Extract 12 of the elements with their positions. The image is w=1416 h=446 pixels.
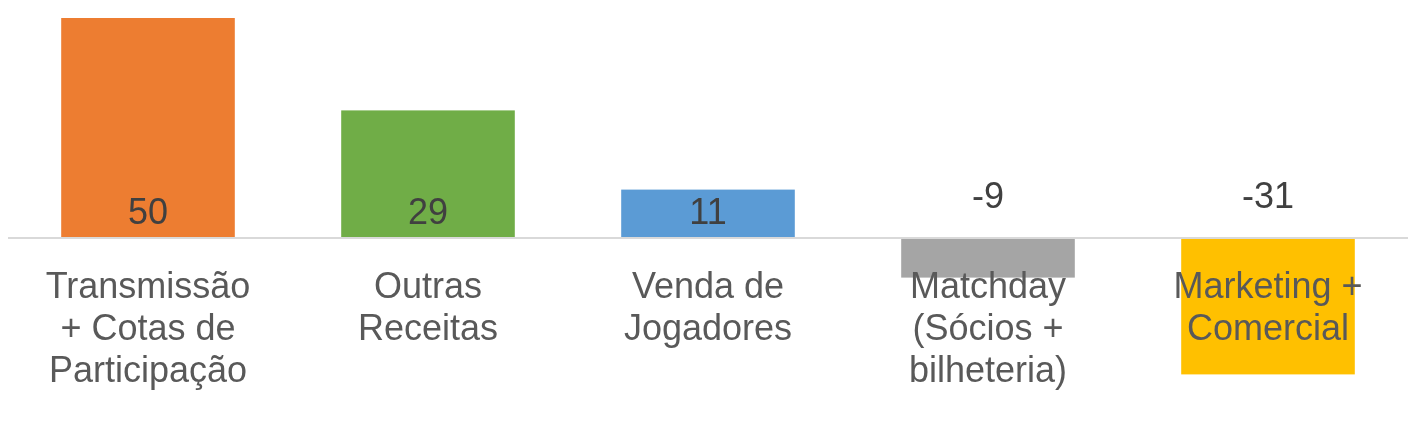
data-label: -9 [971,175,1005,216]
data-label: 29 [407,191,449,232]
data-label: -31 [1241,175,1295,216]
bar [341,110,515,238]
data-label: 11 [689,191,727,232]
bar [61,18,235,238]
x-tick-label: Transmissão + Cotas de Participação [45,265,251,390]
x-tick-label: Outras Receitas [357,265,499,348]
x-tick-label: Venda de Jogadores [623,265,793,348]
data-label: 50 [127,191,169,232]
bar [621,189,795,238]
x-tick-label: Matchday (Sócios + bilheteria) [908,265,1068,390]
